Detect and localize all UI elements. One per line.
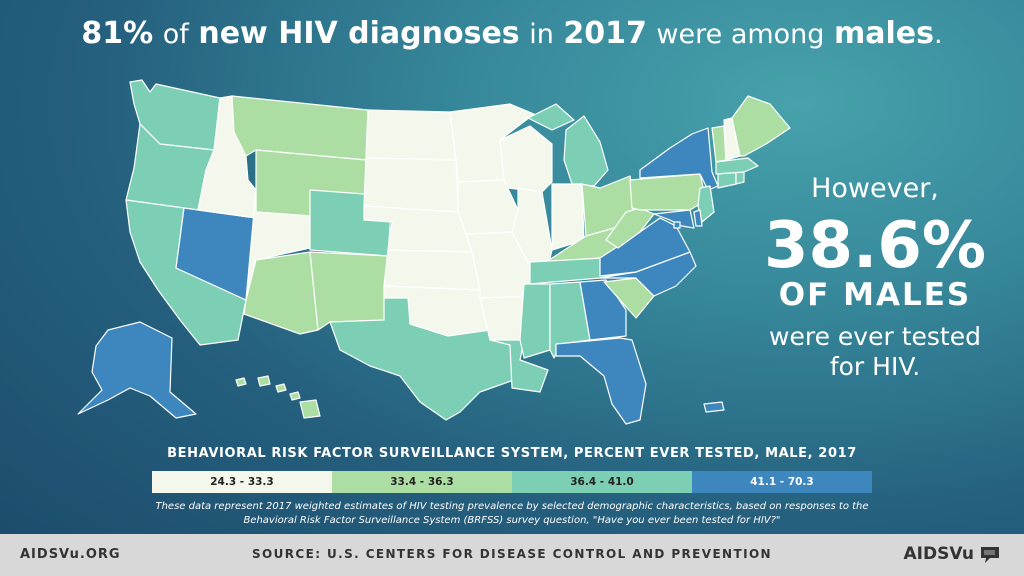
data-note-line1: These data represent 2017 weighted estim… — [155, 501, 869, 512]
callout-line1: were ever tested — [769, 322, 981, 351]
state-ks[interactable] — [383, 249, 481, 291]
headline-were-among: were among — [656, 19, 825, 50]
state-wi[interactable] — [499, 125, 553, 193]
state-md[interactable] — [653, 209, 695, 229]
callout-percent: 38.6% — [763, 209, 987, 283]
footer-site-link[interactable]: AIDSVu.ORG — [20, 547, 121, 562]
callout-tested: were ever tested for HIV. — [760, 322, 990, 382]
headline: 81% of new HIV diagnoses in 2017 were am… — [0, 14, 1024, 55]
state-nd[interactable] — [365, 109, 457, 161]
state-vt[interactable] — [711, 125, 727, 163]
state-fl[interactable] — [555, 337, 647, 425]
state-de[interactable] — [693, 209, 703, 227]
state-nj[interactable] — [697, 185, 715, 223]
state-pr[interactable] — [703, 401, 725, 413]
state-ma[interactable] — [715, 157, 759, 175]
state-pa[interactable] — [629, 173, 707, 211]
headline-males: males — [833, 16, 934, 51]
headline-year: 2017 — [563, 16, 647, 51]
legend-bin-3: 36.4 - 41.0 — [512, 471, 692, 493]
legend-bin-1: 24.3 - 33.3 — [152, 471, 332, 493]
state-ga[interactable] — [579, 279, 627, 341]
legend-title: BEHAVIORAL RISK FACTOR SURVEILLANCE SYST… — [167, 446, 857, 461]
state-ms[interactable] — [519, 283, 551, 359]
legend-bin-4: 41.1 - 70.3 — [692, 471, 872, 493]
footer-logo: AIDSVu — [903, 544, 975, 564]
state-mi[interactable] — [527, 103, 609, 187]
speech-bubble-map-icon — [981, 547, 999, 563]
headline-percent: 81% — [81, 16, 154, 51]
state-tx[interactable] — [329, 297, 515, 421]
state-nm[interactable] — [309, 251, 389, 331]
data-note: These data represent 2017 weighted estim… — [60, 500, 964, 528]
state-ri[interactable] — [735, 171, 745, 185]
state-me[interactable] — [731, 95, 791, 157]
state-hi[interactable] — [235, 375, 321, 419]
state-sd[interactable] — [363, 157, 459, 213]
headline-in: in — [529, 19, 554, 50]
callout-however: However, — [811, 173, 939, 204]
headline-period: . — [933, 19, 943, 50]
state-ct[interactable] — [717, 171, 737, 189]
footer-source: SOURCE: U.S. CENTERS FOR DISEASE CONTROL… — [252, 547, 772, 561]
legend: 24.3 - 33.3 33.4 - 36.3 36.4 - 41.0 41.1… — [152, 471, 872, 493]
headline-new-hiv-diagnoses: new HIV diagnoses — [198, 16, 520, 51]
legend-bin-2: 33.4 - 36.3 — [332, 471, 512, 493]
footer: AIDSVu.ORG SOURCE: U.S. CENTERS FOR DISE… — [0, 534, 1024, 576]
callout-of-males: OF MALES — [778, 277, 972, 313]
state-mt[interactable] — [231, 95, 369, 161]
state-va[interactable] — [599, 217, 691, 277]
state-ny[interactable] — [639, 127, 719, 191]
state-az[interactable] — [243, 251, 319, 335]
headline-of: of — [162, 19, 189, 50]
state-ak[interactable] — [77, 321, 197, 419]
state-dc[interactable] — [673, 221, 681, 229]
callout-line2: for HIV. — [829, 352, 921, 381]
data-note-line2: Behavioral Risk Factor Surveillance Syst… — [243, 515, 781, 526]
